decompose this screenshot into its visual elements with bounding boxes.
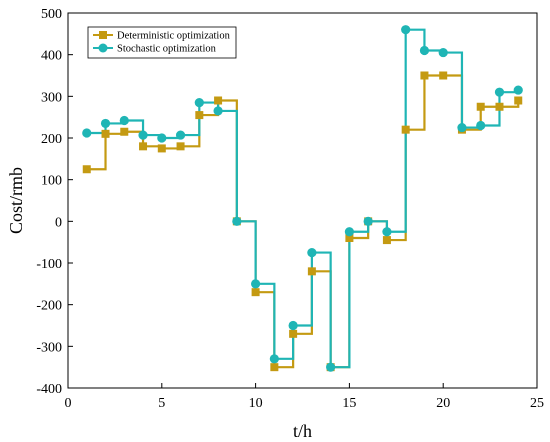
data-point-deterministic (270, 363, 279, 372)
data-point-stochastic (213, 106, 223, 116)
legend-frame (87, 26, 237, 59)
data-point-deterministic (195, 111, 204, 120)
data-point-stochastic (175, 130, 186, 140)
y-tick-label: 0 (55, 215, 62, 230)
data-point-stochastic (251, 279, 261, 289)
legend-label-deterministic: Deterministic optimization (117, 31, 231, 42)
data-point-stochastic (138, 130, 148, 140)
data-point-deterministic (307, 267, 316, 276)
data-point-stochastic (232, 216, 242, 226)
x-tick-label: 5 (158, 396, 165, 411)
data-point-deterministic (495, 102, 504, 111)
legend-label-stochastic: Stochastic optimization (117, 44, 217, 55)
data-point-stochastic (363, 216, 373, 226)
y-tick-label: -400 (36, 382, 62, 397)
data-point-deterministic (439, 71, 448, 80)
y-tick-label: 300 (41, 90, 62, 105)
data-point-stochastic (494, 87, 505, 97)
data-point-deterministic (176, 142, 185, 151)
data-point-stochastic (382, 227, 392, 237)
data-point-deterministic (420, 71, 429, 80)
data-point-stochastic (288, 320, 298, 331)
data-point-stochastic (307, 247, 317, 258)
y-tick-label: -300 (36, 340, 62, 355)
series-line-1 (86, 28, 520, 369)
y-tick-label: 400 (41, 49, 62, 64)
x-tick-label: 25 (530, 396, 544, 411)
series-line-0 (86, 74, 520, 369)
plot-frame (67, 12, 538, 389)
data-point-stochastic (513, 85, 523, 95)
data-point-stochastic (457, 122, 467, 133)
data-point-stochastic (157, 133, 167, 143)
x-tick-label: 0 (65, 396, 72, 411)
x-tick-label: 15 (342, 396, 356, 411)
legend-marker (99, 31, 107, 39)
data-point-deterministic (345, 234, 354, 242)
data-point-stochastic (326, 362, 336, 372)
y-tick-label: 100 (41, 174, 62, 189)
data-point-stochastic (194, 97, 204, 108)
data-point-deterministic (139, 142, 148, 151)
x-tick-label: 20 (436, 396, 450, 411)
data-point-deterministic (382, 236, 391, 245)
data-point-stochastic (344, 227, 354, 237)
ticks-layer: 0 5 10 15 20 25 -400 -300 -200 -100 0 100 200 300 400 5… (36, 7, 544, 411)
data-point-stochastic (438, 47, 448, 58)
data-point-deterministic (514, 96, 523, 105)
data-point-deterministic (120, 127, 129, 136)
data-point-deterministic (157, 144, 166, 153)
data-point-stochastic (476, 120, 486, 131)
data-point-stochastic (100, 118, 111, 129)
legend-marker (98, 43, 108, 53)
y-tick-label: 500 (41, 7, 62, 22)
data-point-deterministic (401, 125, 410, 134)
data-point-stochastic (269, 354, 279, 364)
data-point-stochastic (119, 115, 129, 126)
data-point-deterministic (101, 129, 110, 138)
x-tick-label: 10 (249, 396, 263, 411)
x-axis-title: t/h (293, 421, 312, 441)
series-layer (82, 25, 523, 372)
data-point-deterministic (82, 165, 91, 174)
y-tick-label: 200 (41, 132, 62, 147)
data-point-stochastic (82, 128, 92, 138)
y-tick-label: -200 (36, 299, 62, 314)
legend: Deterministic optimization Stochastic op… (87, 26, 237, 59)
legend-item-stochastic: Stochastic optimization (93, 43, 217, 55)
legend-item-deterministic: Deterministic optimization (93, 31, 231, 42)
data-point-deterministic (214, 96, 223, 105)
y-axis-title: Cost/rmb (6, 167, 26, 234)
data-point-deterministic (289, 329, 298, 338)
y-tick-label: -100 (36, 257, 62, 272)
data-point-deterministic (476, 102, 485, 111)
data-point-stochastic (419, 45, 430, 56)
data-point-stochastic (401, 25, 411, 35)
data-point-deterministic (251, 288, 260, 297)
